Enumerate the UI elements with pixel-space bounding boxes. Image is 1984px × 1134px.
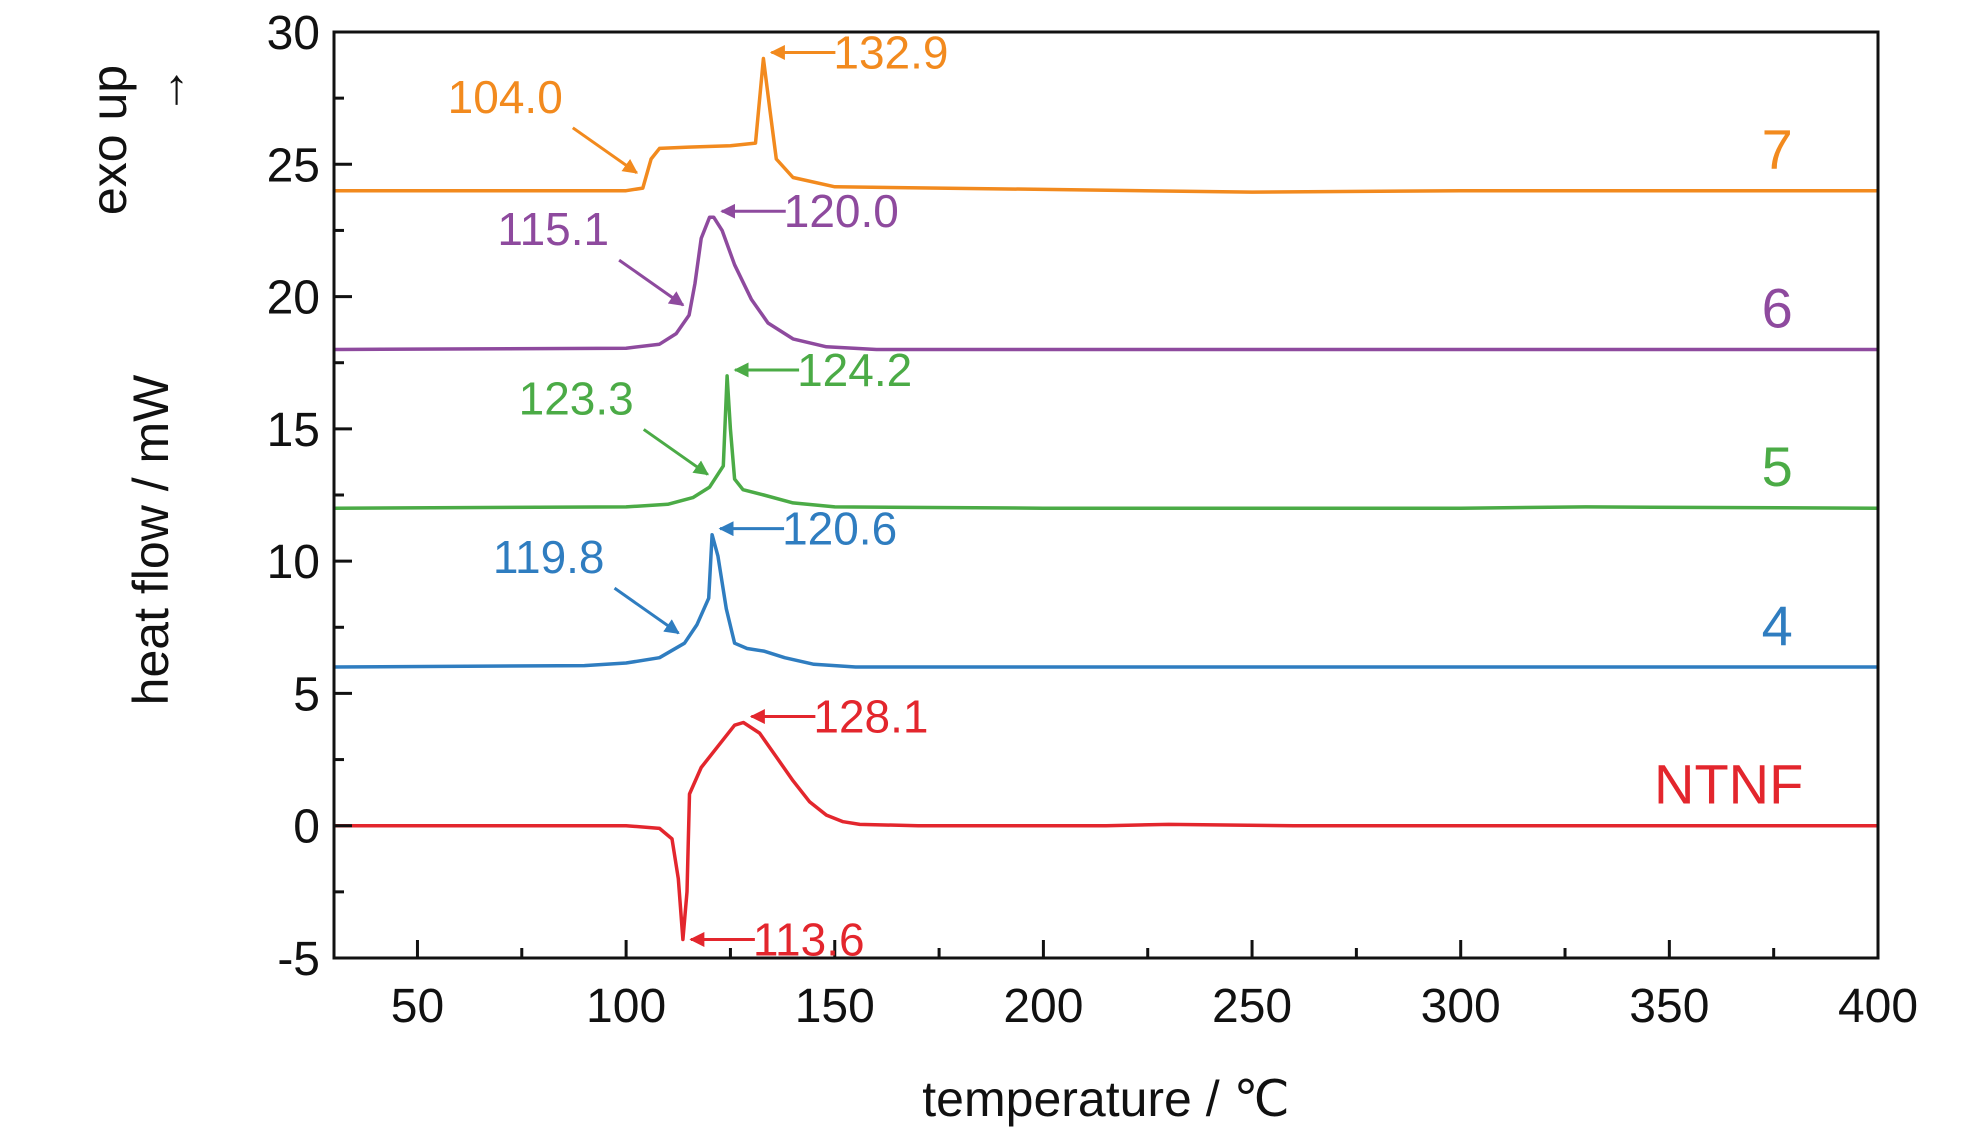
series-label: NTNF: [1654, 753, 1803, 816]
x-tick-label: 150: [795, 980, 875, 1033]
y-tick-label: 20: [267, 272, 320, 325]
series-line-4: [333, 532, 1878, 669]
x-tick-label: 400: [1838, 980, 1918, 1033]
series-label: 4: [1762, 594, 1793, 657]
x-tick-label: 250: [1212, 980, 1292, 1033]
annotation-label: 123.3: [519, 372, 634, 424]
annotation-label: 128.1: [813, 691, 928, 743]
x-axis-title: temperature / ℃: [922, 1071, 1289, 1127]
y-tick-label: 0: [293, 801, 320, 854]
annotation-label: 120.0: [784, 185, 899, 237]
exo-up-arrow-icon: →: [140, 65, 196, 115]
series-line-5: [333, 374, 1879, 510]
x-tick-label: 300: [1421, 980, 1501, 1033]
annotation-layer: 128.1 113.6 120.6 119.8 124.2 123.3 120.0 115.1…: [448, 26, 949, 965]
series-line-ntnf: [334, 720, 1878, 942]
annotation-label: 120.6: [782, 503, 897, 555]
annotation-arrow: [571, 126, 639, 175]
x-ticks: 50 100 150 200 250 300 350 400: [391, 940, 1918, 1033]
series-label-layer: NTNF 4 5 6 7: [1654, 118, 1803, 816]
y-tick-label: 10: [267, 536, 320, 589]
annotation-label: 124.2: [797, 344, 912, 396]
annotation-label: 115.1: [497, 203, 609, 255]
annotation-label: 113.6: [753, 913, 865, 965]
annotation-label: 132.9: [833, 26, 948, 78]
series-label: 5: [1762, 435, 1793, 498]
x-tick-label: 350: [1629, 980, 1709, 1033]
x-tick-label: 50: [391, 980, 444, 1033]
series-line-7: [334, 56, 1878, 194]
series-label: 7: [1762, 118, 1793, 181]
annotation-label: 119.8: [493, 531, 605, 583]
x-tick-label: 100: [586, 980, 666, 1033]
annotation-arrow: [642, 428, 709, 476]
y-tick-label: 15: [267, 404, 320, 457]
axes-layer: 50 100 150 200 250 300 350 400 -5 0 5 10 15 20 25 30: [267, 7, 1918, 1033]
series-layer: [333, 56, 1879, 942]
y-tick-label: -5: [277, 933, 320, 986]
annotation-arrow: [613, 586, 680, 635]
y-ticks: -5 0 5 10 15 20 25 30: [267, 7, 352, 986]
y-tick-label: 25: [267, 139, 320, 192]
plot-frame: [332, 30, 1880, 960]
annotation-label: 104.0: [448, 71, 563, 123]
exo-up-label: exo up: [81, 65, 137, 215]
annotation-arrow: [618, 258, 685, 307]
series-label: 6: [1762, 276, 1793, 339]
y-tick-label: 30: [267, 7, 320, 60]
y-axis-title: heat flow / mW: [123, 374, 179, 705]
y-tick-label: 5: [293, 668, 320, 721]
series-line-6: [333, 215, 1878, 352]
x-tick-label: 200: [1003, 980, 1083, 1033]
